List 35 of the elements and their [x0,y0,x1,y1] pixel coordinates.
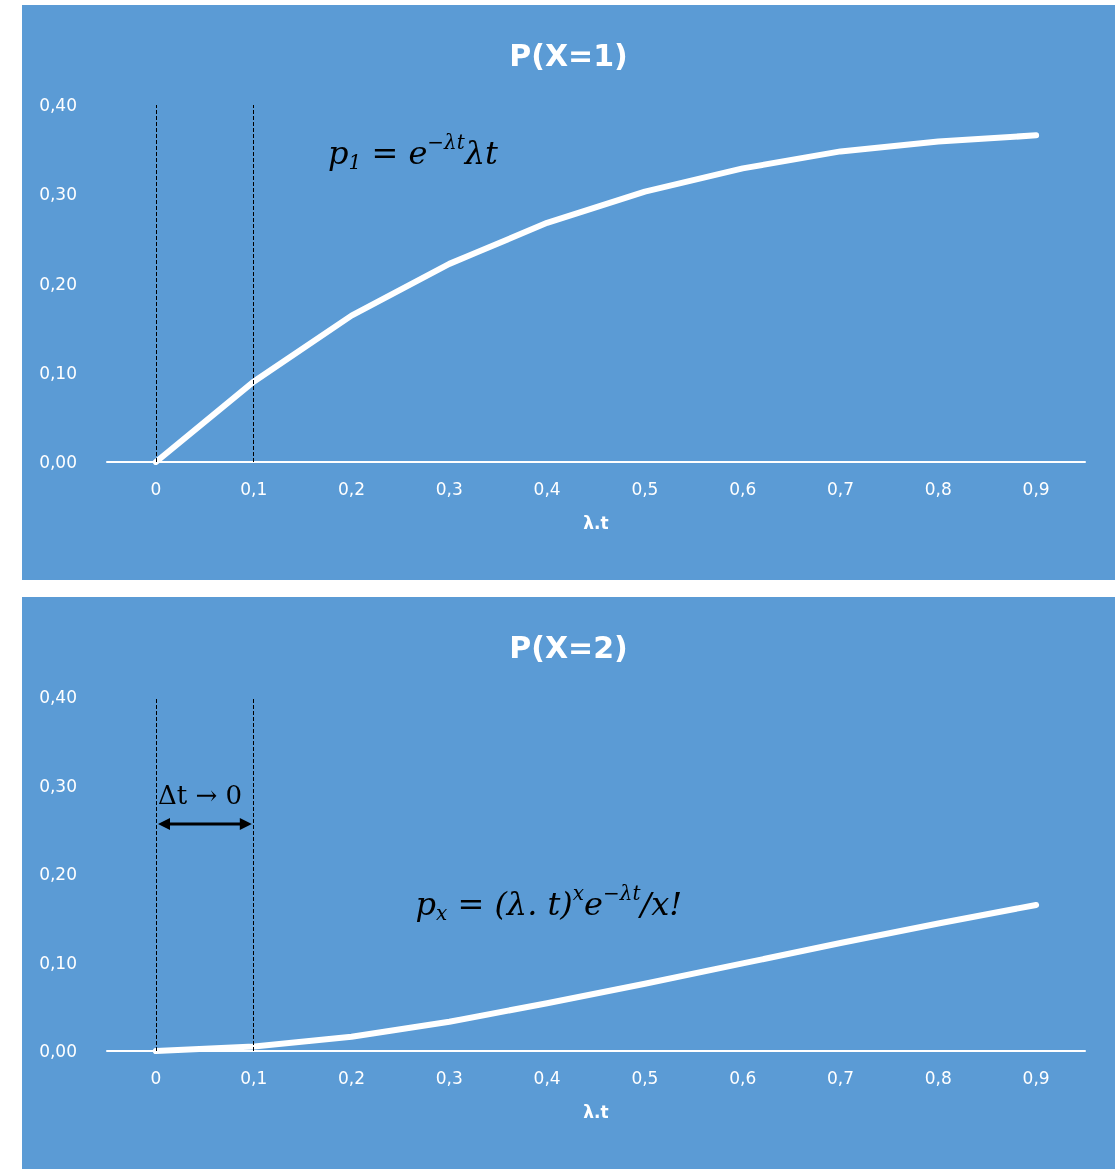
x-tick-label: 0,2 [337,1067,366,1088]
x-tick-label: 0,5 [631,478,659,499]
y-tick-label: 0,20 [39,864,77,884]
x-tick-label: 0,9 [1022,478,1050,499]
x-tick-label: 0 [150,1067,162,1088]
annotation: Δt → 0 [157,779,242,810]
y-tick-label: 0,40 [39,95,77,115]
x-tick-label: 0,6 [729,478,757,499]
y-tick-label: 0,10 [39,362,77,383]
x-tick-label: 0,5 [631,1067,659,1088]
y-tick-label: 0,30 [39,775,77,796]
y-tick-label: 0,00 [39,452,77,472]
x-tick-label: 0,9 [1022,1067,1050,1088]
x-axis-title: λ.t [583,512,609,533]
x-tick-label: 0,1 [240,478,268,499]
x-tick-label: 0,1 [240,1067,268,1088]
y-tick-label: 0,10 [39,952,77,973]
chart-title: P(X=1) [509,37,628,73]
x-tick-label: 0,8 [924,1067,952,1088]
y-tick-label: 0,40 [39,687,77,707]
x-tick-label: 0,4 [533,478,561,499]
x-tick-label: 0,8 [924,478,952,499]
y-tick-label: 0,00 [39,1041,77,1061]
x-tick-label: 0 [150,478,162,499]
x-tick-label: 0,3 [435,1067,463,1088]
y-tick-label: 0,20 [39,273,77,294]
x-tick-label: 0,3 [435,478,463,499]
chart-title: P(X=2) [509,629,628,665]
x-tick-label: 0,6 [729,1067,757,1088]
x-tick-label: 0,2 [337,478,366,499]
x-tick-label: 0,4 [533,1067,561,1088]
y-tick-label: 0,30 [39,184,77,205]
x-tick-label: 0,7 [826,1067,855,1088]
x-tick-label: 0,7 [826,478,855,499]
x-axis-title: λ.t [583,1101,609,1122]
